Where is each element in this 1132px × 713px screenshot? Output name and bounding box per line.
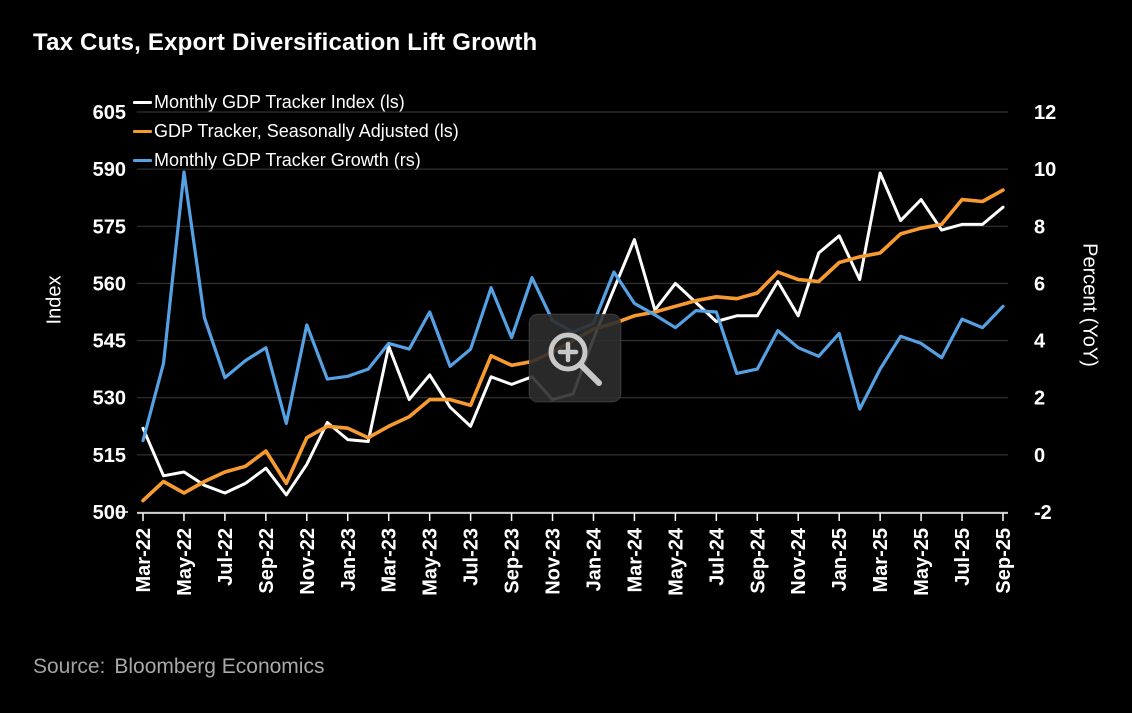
right-axis-tick-label: -2 <box>1034 502 1052 524</box>
x-axis-tick-label: May-24 <box>665 527 687 596</box>
x-axis-tick-label: Jan-24 <box>583 527 605 591</box>
legend-label: Monthly GDP Tracker Growth (rs) <box>154 150 421 170</box>
legend-item-seasonally-adjusted: GDP Tracker, Seasonally Adjusted (ls) <box>133 117 459 146</box>
legend-item-growth: Monthly GDP Tracker Growth (rs) <box>133 146 459 175</box>
x-axis-tick-label: Jul-24 <box>706 527 728 586</box>
left-axis-tick-label: 545 <box>93 331 126 353</box>
right-axis-tick-label: 12 <box>1034 102 1056 124</box>
blue-line-swatch-icon <box>133 158 152 163</box>
left-axis-tick-label: 530 <box>93 388 126 410</box>
x-axis-tick-label: Sep-24 <box>747 527 769 593</box>
x-axis-tick-label: Mar-23 <box>379 528 401 592</box>
x-axis-tick-label: May-22 <box>174 528 196 596</box>
right-axis-tick-label: 4 <box>1034 331 1046 353</box>
x-axis-tick-label: Mar-25 <box>870 528 892 592</box>
left-axis-tick-label: 605 <box>93 102 126 124</box>
x-axis-tick-label: Sep-25 <box>993 528 1015 594</box>
legend-label: GDP Tracker, Seasonally Adjusted (ls) <box>154 121 459 141</box>
right-axis-tick-label: 0 <box>1034 445 1045 467</box>
x-axis-tick-label: Mar-22 <box>133 528 155 592</box>
source-prefix: Source: <box>33 655 106 678</box>
left-axis-tick-label: 575 <box>93 216 126 238</box>
legend: Monthly GDP Tracker Index (ls) GDP Track… <box>133 88 459 175</box>
right-axis-tick-label: 10 <box>1034 159 1056 181</box>
zoom-magnifier-overlay[interactable] <box>528 313 622 403</box>
left-axis-tick-label: 500 <box>93 502 126 524</box>
legend-label: Monthly GDP Tracker Index (ls) <box>154 92 405 112</box>
chart-title: Tax Cuts, Export Diversification Lift Gr… <box>33 29 538 56</box>
x-axis-tick-label: Jan-23 <box>338 528 360 591</box>
x-axis-tick-label: May-25 <box>911 528 933 596</box>
zoom-overlay-box[interactable] <box>528 313 622 403</box>
right-axis-tick-label: 8 <box>1034 216 1045 238</box>
left-axis-tick-label: 560 <box>93 273 126 295</box>
x-axis-tick-label: Nov-24 <box>788 527 810 595</box>
x-axis-tick-label: Nov-23 <box>543 528 565 595</box>
x-axis-tick-label: Jul-23 <box>461 528 483 586</box>
left-axis-tick-label: 590 <box>93 159 126 181</box>
left-axis-tick-label: 515 <box>93 445 126 467</box>
magnifier-plus-icon <box>548 332 602 386</box>
orange-line-swatch-icon <box>133 129 152 134</box>
source-note: Source: Bloomberg Economics <box>33 655 324 679</box>
right-axis-tick-label: 6 <box>1034 273 1045 295</box>
x-axis-tick-label: Jul-25 <box>952 528 974 586</box>
x-axis-tick-label: Sep-22 <box>256 528 278 594</box>
x-axis-tick-label: Jan-25 <box>829 528 851 591</box>
source-value: Bloomberg Economics <box>114 655 325 678</box>
x-axis-tick-label: Sep-23 <box>502 528 524 594</box>
x-axis-tick-label: Jul-22 <box>215 528 237 586</box>
legend-item-index: Monthly GDP Tracker Index (ls) <box>133 88 459 117</box>
x-axis-tick-label: May-23 <box>420 528 442 596</box>
x-axis-tick-label: Mar-24 <box>624 527 646 592</box>
right-axis-tick-label: 2 <box>1034 388 1045 410</box>
white-line-swatch-icon <box>133 100 152 105</box>
x-axis-tick-label: Nov-22 <box>297 528 319 595</box>
